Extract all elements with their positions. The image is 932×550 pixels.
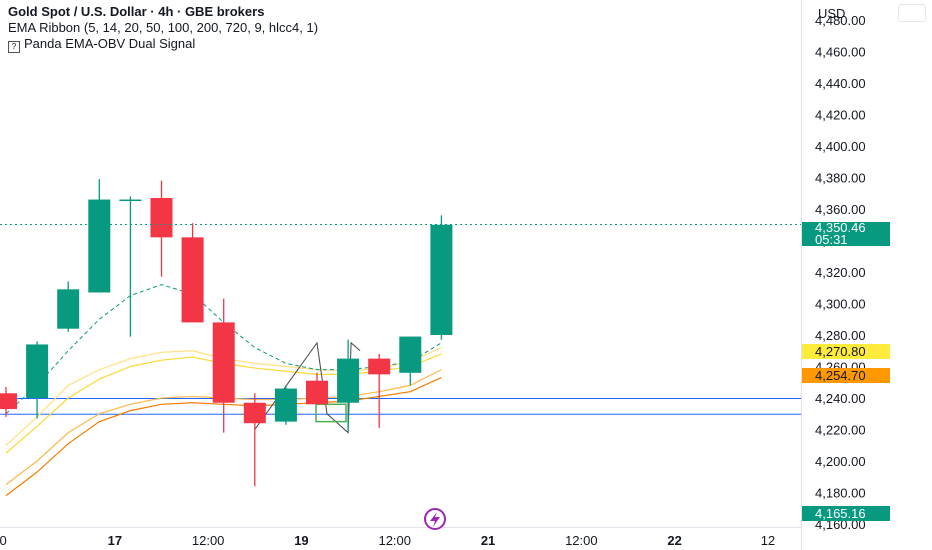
ema-ribbon-legend[interactable]: EMA Ribbon (5, 14, 20, 50, 100, 200, 720… — [8, 20, 319, 35]
panda-indicator-label: Panda EMA-OBV Dual Signal — [24, 36, 196, 51]
candle-body — [337, 358, 360, 403]
price-tick-label: 4,320.00 — [815, 265, 866, 280]
candle-body — [306, 380, 328, 405]
candle-body — [181, 237, 204, 323]
price-tick-label: 4,180.00 — [815, 486, 866, 501]
settings-box[interactable] — [898, 4, 926, 22]
symbol-title[interactable]: Gold Spot / U.S. Dollar · 4h · GBE broke… — [8, 4, 265, 19]
price-tick-label: 4,380.00 — [815, 171, 866, 186]
last-price-value: 4,350.46 — [815, 220, 866, 235]
candle-body — [150, 197, 173, 238]
candle-body — [212, 322, 235, 403]
candle-body — [430, 224, 453, 335]
candle-body — [119, 199, 142, 202]
price-tick-label: 4,420.00 — [815, 108, 866, 123]
candle-body — [399, 336, 422, 373]
price-tick-label: 4,400.00 — [815, 139, 866, 154]
candle-body — [243, 402, 266, 424]
price-tick-label: 4,360.00 — [815, 202, 866, 217]
indicator-icon: ? — [8, 41, 20, 53]
ema-yellow-tag: 4,270.80 — [802, 344, 890, 359]
time-tick-label: 12:00 — [0, 533, 7, 548]
chart-legend: Gold Spot / U.S. Dollar · 4h · GBE broke… — [8, 4, 318, 53]
panda-indicator-legend[interactable]: ? Panda EMA-OBV Dual Signal — [8, 36, 318, 53]
time-tick-label: 22 — [667, 533, 681, 548]
bottom-price-tag: 4,165.16 — [802, 506, 890, 521]
drawn-pattern — [254, 341, 361, 434]
currency-label[interactable]: USD — [818, 6, 846, 21]
candle-body — [0, 393, 17, 410]
pattern-box — [315, 403, 347, 423]
candle-body — [26, 344, 49, 398]
time-axis: 12:00 17 12:00 19 12:00 21 12:00 22 12 — [0, 533, 775, 548]
bar-countdown: 05:31 — [815, 232, 848, 247]
time-tick-label: 12:00 — [192, 533, 225, 548]
candle-body — [88, 199, 111, 293]
time-tick-label: 12:00 — [565, 533, 598, 548]
time-tick-label: 12:00 — [378, 533, 411, 548]
candle-body — [57, 289, 80, 329]
horizontal-lines — [0, 398, 801, 415]
candles — [0, 179, 453, 487]
price-tick-label: 4,280.00 — [815, 328, 866, 343]
price-tick-label: 4,220.00 — [815, 423, 866, 438]
price-tick-label: 4,460.00 — [815, 45, 866, 60]
ema-orange-tag: 4,254.70 — [802, 368, 890, 383]
time-tick-label: 21 — [481, 533, 495, 548]
price-axis: 4,160.004,180.004,200.004,220.004,240.00… — [815, 13, 866, 532]
price-tick-label: 4,440.00 — [815, 76, 866, 91]
price-tick-label: 4,200.00 — [815, 454, 866, 469]
pattern-line — [254, 341, 361, 434]
lightning-icon[interactable] — [424, 508, 446, 530]
price-tick-label: 4,300.00 — [815, 297, 866, 312]
candle-body — [368, 358, 391, 375]
candle-body — [274, 388, 297, 422]
time-tick-label: 17 — [108, 533, 122, 548]
price-tick-label: 4,480.00 — [815, 13, 866, 28]
time-tick-label: 19 — [294, 533, 308, 548]
price-tick-label: 4,240.00 — [815, 391, 866, 406]
time-tick-label: 12 — [761, 533, 775, 548]
last-price-tag: 4,350.46 05:31 — [802, 220, 890, 247]
